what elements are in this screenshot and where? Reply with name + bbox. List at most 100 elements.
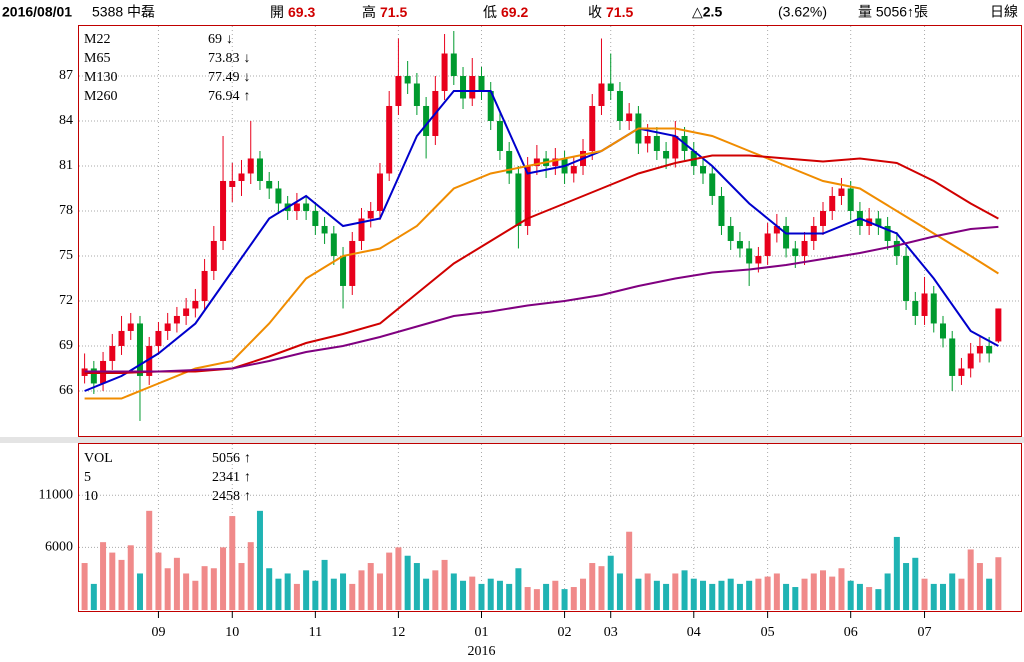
- candle-body: [829, 195, 836, 211]
- volume-bar: [367, 563, 374, 610]
- candle-body: [912, 300, 919, 316]
- legend-last: 69: [208, 32, 222, 47]
- y-tick-label: 72: [59, 293, 73, 308]
- header-pct: (3.62%): [778, 4, 827, 20]
- candle-body: [229, 180, 236, 187]
- volume-bar: [727, 578, 734, 610]
- volume-bar: [921, 578, 928, 610]
- x-tick-label: 11: [309, 625, 322, 640]
- candle-body: [155, 330, 162, 346]
- candle-body: [838, 188, 845, 196]
- volume-legend-value: 2341 ↑: [212, 470, 251, 485]
- volume-bar: [746, 580, 753, 610]
- volume-bar: [118, 559, 125, 610]
- candle-body: [653, 135, 660, 151]
- volume-legend-value: 2458 ↑: [212, 489, 251, 504]
- candle-body: [672, 135, 679, 159]
- candle-body: [736, 240, 743, 249]
- volume-bar: [432, 570, 439, 610]
- candle-body: [700, 165, 707, 174]
- volume-bar: [127, 545, 134, 610]
- field-label: 低: [483, 4, 497, 20]
- candle-body: [136, 323, 143, 376]
- candle-body: [164, 323, 171, 331]
- volume-bar: [995, 557, 1002, 610]
- volume-bar: [700, 580, 707, 610]
- candle-body: [893, 240, 900, 256]
- volume-bar: [690, 578, 697, 610]
- volume-bar: [238, 563, 245, 610]
- volume-bar: [709, 583, 716, 610]
- field-value: 69.3: [288, 4, 315, 20]
- volume-bar: [598, 566, 605, 610]
- legend-value: 69 ↓: [208, 32, 233, 47]
- volume-bar: [321, 559, 328, 610]
- candle-body: [718, 195, 725, 226]
- candle-body: [976, 345, 983, 354]
- volume-bar: [229, 516, 236, 610]
- volume-bar: [570, 587, 577, 610]
- volume-bar: [653, 580, 660, 610]
- volume-bar: [441, 559, 448, 610]
- volume-bar: [515, 568, 522, 610]
- volume-bar: [552, 580, 559, 610]
- candle-body: [783, 225, 790, 249]
- ma-line: [84, 127, 999, 400]
- y-tick-label: 75: [59, 248, 73, 263]
- candle-body: [118, 330, 125, 346]
- x-year-label: 2016: [467, 644, 495, 659]
- volume-bar: [635, 578, 642, 610]
- candle-body: [709, 173, 716, 196]
- field-label: 高: [362, 4, 376, 20]
- volume-bar: [533, 589, 540, 610]
- volume-bar: [90, 583, 97, 610]
- y-tick-label: 81: [59, 158, 73, 173]
- volume-legend-value: 5056 ↑: [212, 451, 251, 466]
- candle-body: [293, 203, 300, 211]
- candle-body: [469, 75, 476, 99]
- candle-body: [441, 53, 448, 91]
- field-value: 71.5: [606, 4, 633, 20]
- legend-last: 73.83: [208, 51, 240, 66]
- volume-bar: [838, 568, 845, 610]
- volume-bar: [340, 573, 347, 610]
- volume-bar: [561, 589, 568, 610]
- x-tick-label: 06: [844, 625, 858, 640]
- candle-body: [413, 83, 420, 106]
- volume-bar: [450, 573, 457, 610]
- volume-bar: [303, 570, 310, 610]
- volume-bar: [736, 583, 743, 610]
- volume-bar: [100, 542, 107, 610]
- header-field: 開 69.3: [270, 4, 315, 20]
- candle-body: [884, 225, 891, 241]
- volume-bar: [349, 583, 356, 610]
- volume-bar: [469, 576, 476, 610]
- volume-bar: [192, 580, 199, 610]
- volume-bar: [506, 583, 513, 610]
- candle-body: [109, 345, 116, 361]
- legend-trend: ↑: [244, 451, 251, 466]
- x-tick-label: 05: [761, 625, 775, 640]
- volume-bar: [413, 563, 420, 610]
- volume-bar: [783, 583, 790, 610]
- volume-legend-name: 10: [84, 489, 98, 504]
- candle-body: [201, 270, 208, 301]
- volume-bar: [487, 578, 494, 610]
- volume-bar: [810, 573, 817, 610]
- header-date: 2016/08/01: [2, 4, 72, 20]
- volume-bar: [284, 573, 291, 610]
- candle-body: [903, 255, 910, 301]
- volume-bar: [201, 566, 208, 610]
- candle-body: [939, 323, 946, 339]
- candle-body: [626, 113, 633, 121]
- candle-body: [589, 105, 596, 151]
- volume-bar: [395, 547, 402, 610]
- candle-body: [607, 83, 614, 91]
- legend-value: 5056: [212, 451, 240, 466]
- volume-bar: [247, 542, 254, 610]
- candle-body: [266, 180, 273, 189]
- volume-bar: [856, 583, 863, 610]
- volume-bar: [829, 576, 836, 610]
- candle-body: [330, 233, 337, 256]
- volume-bar: [875, 589, 882, 610]
